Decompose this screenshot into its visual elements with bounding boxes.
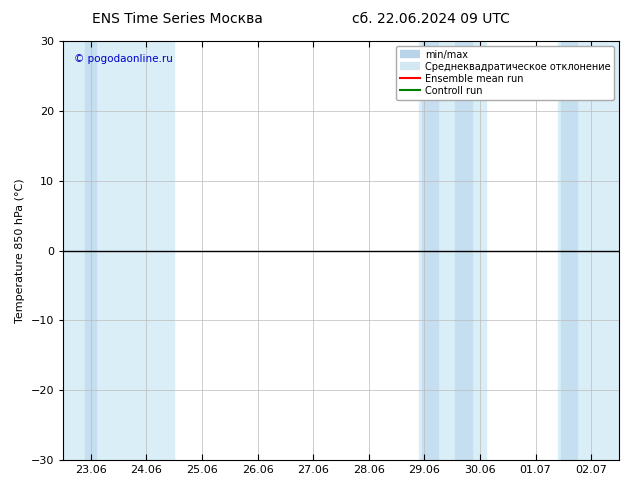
- Bar: [63, 41, 174, 460]
- Bar: [419, 41, 486, 460]
- Text: ENS Time Series Москва: ENS Time Series Москва: [92, 12, 263, 26]
- Bar: [422, 41, 438, 460]
- Text: © pogodaonline.ru: © pogodaonline.ru: [74, 53, 173, 64]
- Bar: [560, 41, 578, 460]
- Text: сб. 22.06.2024 09 UTC: сб. 22.06.2024 09 UTC: [352, 12, 510, 26]
- Bar: [86, 41, 96, 460]
- Legend: min/max, Среднеквадратическое отклонение, Ensemble mean run, Controll run: min/max, Среднеквадратическое отклонение…: [396, 46, 614, 99]
- Y-axis label: Temperature 850 hPa (°C): Temperature 850 hPa (°C): [15, 178, 25, 323]
- Bar: [558, 41, 619, 460]
- Bar: [455, 41, 472, 460]
